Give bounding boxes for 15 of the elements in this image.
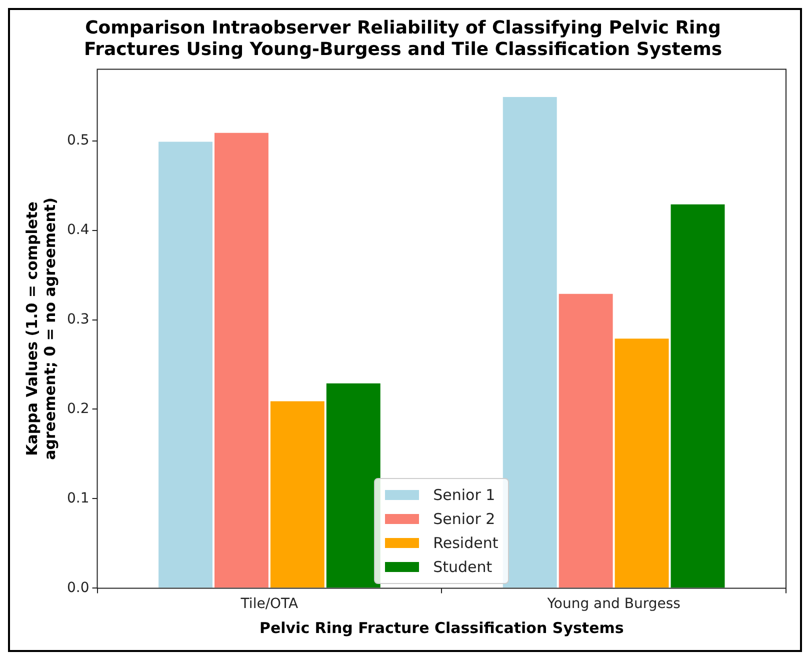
y-tick-label: 0.4 bbox=[67, 222, 90, 238]
y-tick-label: 0.2 bbox=[67, 400, 90, 417]
x-axis-title: Pelvic Ring Fracture Classification Systems bbox=[259, 618, 624, 637]
chart-title: Comparison Intraobserver Reliability of Classifying Pelvic Ring Fractures Using Young-Burgess and Tile Classification Systems bbox=[84, 17, 722, 60]
legend-label: Senior 1 bbox=[433, 485, 496, 506]
y-axis-title: Kappa Values (1.0 = complete agreement; 0 = no agreement) bbox=[22, 198, 59, 460]
legend-label: Senior 2 bbox=[433, 509, 496, 530]
y-tick-label: 0.0 bbox=[67, 580, 90, 596]
y-tick-label: 0.1 bbox=[67, 490, 90, 506]
legend-label: Resident bbox=[433, 533, 498, 554]
y-tick-label: 0.5 bbox=[67, 132, 90, 148]
x-tick-label: Tile/OTA bbox=[240, 596, 299, 612]
y-tick-label: 0.3 bbox=[67, 311, 90, 328]
x-tick-label: Young and Burgess bbox=[546, 596, 680, 612]
legend-label: Student bbox=[433, 557, 492, 578]
